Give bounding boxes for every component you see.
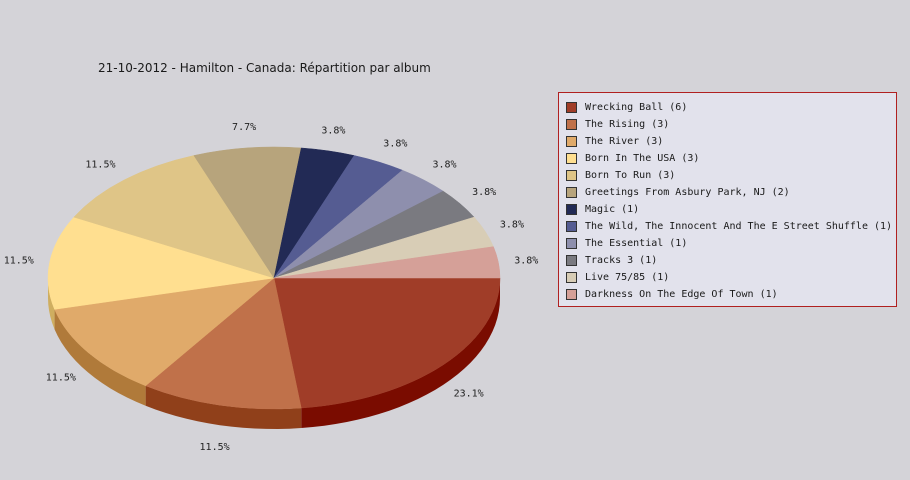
- pie-top: [47, 146, 501, 410]
- legend-item-4: Born To Run (3): [566, 167, 896, 184]
- pie-percent-label-8: 3.8%: [433, 160, 457, 171]
- chart-title: 21-10-2012 - Hamilton - Canada: Répartit…: [98, 61, 431, 75]
- legend-swatch-9: [566, 255, 577, 266]
- legend-item-9: Tracks 3 (1): [566, 252, 896, 269]
- legend-item-7: The Wild, The Innocent And The E Street …: [566, 218, 896, 235]
- legend-swatch-2: [566, 136, 577, 147]
- legend-swatch-3: [566, 153, 577, 164]
- pie-sides: [48, 278, 500, 429]
- pie-labels: 23.1% 11.5% 11.5% 11.5% 11.5% 7.7% 3.8% 3.8% 3.8…: [4, 122, 539, 453]
- pie-percent-label-11: 3.8%: [514, 256, 538, 267]
- legend-label-4: Born To Run (3): [585, 170, 676, 181]
- pie-slice-11[interactable]: [273, 246, 501, 279]
- legend-swatch-1: [566, 119, 577, 130]
- pie-slice-0[interactable]: [273, 277, 501, 409]
- legend-item-11: Darkness On The Edge Of Town (1): [566, 286, 896, 303]
- legend-label-1: The Rising (3): [585, 119, 670, 130]
- legend-swatch-7: [566, 221, 577, 232]
- legend-swatch-11: [566, 289, 577, 300]
- legend-item-6: Magic (1): [566, 201, 896, 218]
- legend-item-3: Born In The USA (3): [566, 150, 896, 167]
- pie-percent-label-0: 23.1%: [454, 389, 484, 400]
- legend-label-7: The Wild, The Innocent And The E Street …: [585, 221, 893, 232]
- legend-label-10: Live 75/85 (1): [585, 272, 670, 283]
- pie-slice-5[interactable]: [193, 146, 302, 279]
- pie-slice-3[interactable]: [47, 216, 275, 310]
- legend-label-5: Greetings From Asbury Park, NJ (2): [585, 187, 790, 198]
- pie-percent-label-1: 11.5%: [200, 442, 230, 453]
- legend-item-0: Wrecking Ball (6): [566, 99, 896, 116]
- legend-label-6: Magic (1): [585, 204, 640, 215]
- chart-legend: Wrecking Ball (6) The Rising (3) The River…: [558, 92, 897, 307]
- legend-label-2: The River (3): [585, 136, 664, 147]
- pie-percent-label-6: 3.8%: [321, 125, 345, 136]
- pie-slice-2[interactable]: [54, 277, 275, 387]
- pie-slice-4[interactable]: [73, 155, 275, 279]
- pie-percent-label-2: 11.5%: [46, 372, 76, 383]
- pie-side-2: [54, 309, 146, 406]
- pie-slice-1[interactable]: [145, 277, 302, 410]
- pie-percent-label-9: 3.8%: [472, 187, 496, 198]
- pie-percent-label-7: 3.8%: [383, 139, 407, 150]
- legend-label-8: The Essential (1): [585, 238, 688, 249]
- pie-percent-label-4: 11.5%: [85, 160, 115, 171]
- legend-item-5: Greetings From Asbury Park, NJ (2): [566, 184, 896, 201]
- pie-percent-label-10: 3.8%: [500, 220, 524, 231]
- legend-swatch-6: [566, 204, 577, 215]
- legend-item-10: Live 75/85 (1): [566, 269, 896, 286]
- legend-item-1: The Rising (3): [566, 116, 896, 133]
- legend-swatch-0: [566, 102, 577, 113]
- legend-item-2: The River (3): [566, 133, 896, 150]
- pie-percent-label-3: 11.5%: [4, 256, 34, 267]
- pie-percent-label-5: 7.7%: [232, 122, 256, 133]
- legend-label-11: Darkness On The Edge Of Town (1): [585, 289, 778, 300]
- legend-item-8: The Essential (1): [566, 235, 896, 252]
- legend-swatch-8: [566, 238, 577, 249]
- legend-swatch-5: [566, 187, 577, 198]
- legend-swatch-10: [566, 272, 577, 283]
- pie-side-3: [48, 278, 55, 330]
- legend-label-3: Born In The USA (3): [585, 153, 700, 164]
- pie-side-0: [301, 278, 500, 429]
- legend-swatch-4: [566, 170, 577, 181]
- legend-label-9: Tracks 3 (1): [585, 255, 658, 266]
- legend-label-0: Wrecking Ball (6): [585, 102, 688, 113]
- pie-side-1: [145, 385, 302, 429]
